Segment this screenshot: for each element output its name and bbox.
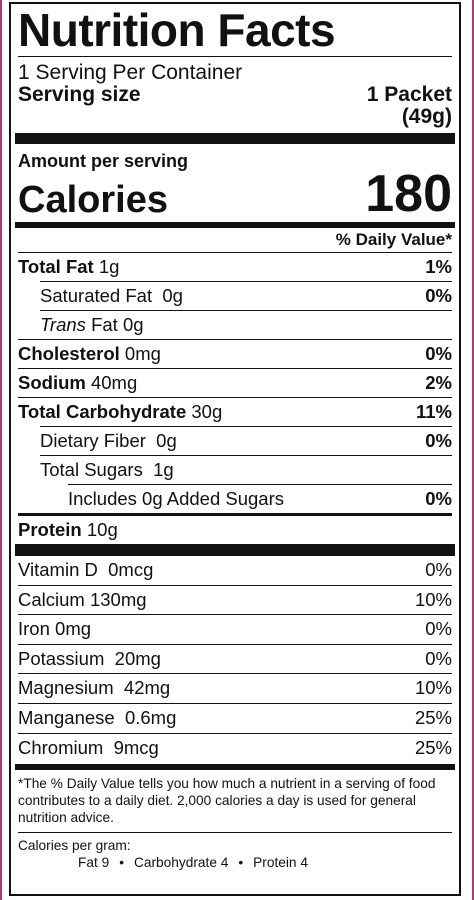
- vitamin-row: Vitamin D 0mcg 0%: [18, 556, 452, 585]
- vitamin-name: Vitamin D: [18, 559, 98, 580]
- nutrient-dv: 11%: [415, 401, 452, 422]
- vitamin-row: Iron 0mg 0%: [18, 614, 452, 644]
- nutrient-row-total-fat: Total Fat 1g 1%: [18, 252, 452, 281]
- nutrient-name: Sodium: [18, 372, 86, 393]
- nutrient-name: Total Fat: [18, 256, 94, 277]
- bullet-icon: •: [119, 855, 124, 871]
- nutrient-row-total-sugars: Total Sugars 1g: [40, 455, 452, 484]
- serving-size-label: Serving size: [18, 83, 141, 106]
- nutrient-amount: 10g: [86, 519, 118, 540]
- left-edge-line: [0, 0, 2, 900]
- vitamin-amount: 0.6mg: [124, 706, 177, 728]
- daily-value-footnote: *The % Daily Value tells you how much a …: [18, 776, 436, 826]
- vitamin-dv: 0%: [425, 618, 452, 640]
- nutrient-name: Trans: [40, 314, 86, 335]
- vitamin-amount: 0mcg: [108, 559, 154, 580]
- serving-size-row: Serving size 1 Packet (49g): [18, 84, 452, 128]
- amount-per-serving: Amount per serving: [18, 151, 189, 171]
- nutrient-amount: 40mg: [90, 372, 138, 393]
- calories-per-gram-values: Fat 9 • Carbohydrate 4 • Protein 4: [18, 854, 452, 871]
- vitamin-name: Chromium: [18, 736, 104, 758]
- footnote-divider: [15, 764, 455, 771]
- calories-row: Calories 180: [18, 168, 452, 221]
- medium-divider: [15, 222, 455, 228]
- cpg-fat: Fat 9: [78, 855, 110, 871]
- vitamin-amount: 9mcg: [113, 736, 159, 758]
- nutrient-row-trans-fat: Trans Fat 0g: [40, 310, 452, 339]
- nutrient-amount: 0g: [122, 314, 144, 335]
- vitamin-amount: 130mg: [89, 588, 147, 610]
- vitamin-name: Manganese: [18, 706, 115, 728]
- bullet-icon: •: [238, 855, 244, 871]
- vitamin-name: Iron: [18, 618, 50, 640]
- label-title: Nutrition Facts: [18, 4, 336, 56]
- vitamin-name: Calcium: [18, 588, 85, 610]
- nutrient-row-sodium: Sodium 40mg 2%: [18, 368, 452, 397]
- nutrient-list: Total Fat 1g 1% Saturated Fat 0g 0% Tran…: [18, 252, 452, 544]
- serving-size-amount: 1 Packet: [366, 83, 452, 106]
- nutrient-dv: 0%: [425, 285, 452, 306]
- nutrient-amount: 1g: [153, 459, 174, 480]
- nutrient-name: Saturated Fat: [40, 285, 153, 306]
- nutrient-name: Total Sugars: [40, 459, 143, 480]
- vitamin-amount: 42mg: [123, 677, 171, 699]
- nutrient-amount: 1g: [98, 256, 120, 277]
- vitamin-dv: 0%: [425, 647, 452, 669]
- nutrient-row-cholesterol: Cholesterol 0mg 0%: [18, 339, 452, 368]
- nutrient-row-added-sugars: Includes 0g Added Sugars 0%: [68, 484, 452, 513]
- nutrient-name: Dietary Fiber: [40, 430, 146, 451]
- vitamin-dv: 10%: [414, 677, 452, 699]
- vitamin-row: Chromium 9mcg 25%: [18, 732, 452, 763]
- cpg-carbohydrate: Carbohydrate 4: [134, 855, 229, 871]
- serving-size-qty: 1 Packet (49g): [367, 84, 452, 128]
- calories-per-gram-label: Calories per gram:: [18, 838, 131, 854]
- vitamin-dv: 25%: [414, 706, 452, 728]
- nutrient-name-suffix: Fat: [91, 314, 118, 335]
- calories-per-gram: Calories per gram: Fat 9 • Carbohydrate …: [18, 832, 452, 871]
- vitamin-amount: 0mg: [55, 618, 92, 640]
- nutrient-row-protein: Protein 10g: [18, 513, 452, 544]
- nutrient-name: Includes 0g Added Sugars: [68, 488, 284, 509]
- servings-per-container: 1 Serving Per Container: [18, 61, 243, 84]
- vitamin-row: Calcium 130mg 10%: [18, 584, 452, 615]
- nutrient-dv: 0%: [425, 488, 452, 509]
- right-edge-line: [472, 0, 474, 900]
- vitamin-dv: 25%: [414, 736, 452, 758]
- nutrient-row-dietary-fiber: Dietary Fiber 0g 0%: [40, 426, 452, 455]
- nutrient-amount: 0g: [156, 430, 177, 451]
- vitamin-name: Magnesium: [18, 677, 114, 699]
- vitamin-divider: [15, 544, 455, 556]
- serving-size-weight: (49g): [401, 105, 452, 128]
- vitamin-row: Potassium 20mg 0%: [18, 643, 452, 674]
- nutrient-row-saturated-fat: Saturated Fat 0g 0%: [40, 281, 452, 310]
- calories-value: 180: [365, 165, 452, 223]
- nutrient-amount: 0mg: [124, 343, 161, 364]
- nutrient-dv: 0%: [425, 430, 452, 451]
- nutrient-row-total-carbohydrate: Total Carbohydrate 30g 11%: [18, 397, 452, 426]
- nutrient-amount: 0g: [162, 285, 183, 306]
- nutrient-amount: 30g: [191, 401, 223, 422]
- vitamin-dv: 10%: [414, 588, 452, 610]
- nutrient-name: Protein: [18, 519, 82, 540]
- thick-divider: [15, 133, 455, 144]
- nutrient-dv: 1%: [425, 256, 452, 277]
- calories-label: Calories: [18, 179, 168, 221]
- nutrient-name: Total Carbohydrate: [18, 401, 187, 422]
- title-rule: [18, 56, 452, 57]
- nutrient-name: Cholesterol: [18, 343, 120, 364]
- vitamin-name: Potassium: [18, 647, 105, 669]
- daily-value-header: % Daily Value*: [335, 230, 452, 249]
- vitamin-amount: 20mg: [114, 647, 161, 669]
- nutrition-label: Nutrition Facts 1 Serving Per Container …: [9, 2, 461, 896]
- cpg-protein: Protein 4: [253, 855, 308, 871]
- nutrient-dv: 0%: [425, 343, 452, 364]
- vitamin-list: Vitamin D 0mcg 0% Calcium 130mg 10% Iron…: [18, 556, 452, 762]
- vitamin-dv: 0%: [425, 559, 452, 580]
- nutrient-dv: 2%: [425, 372, 452, 393]
- vitamin-row: Magnesium 42mg 10%: [18, 673, 452, 703]
- vitamin-row: Manganese 0.6mg 25%: [18, 702, 452, 733]
